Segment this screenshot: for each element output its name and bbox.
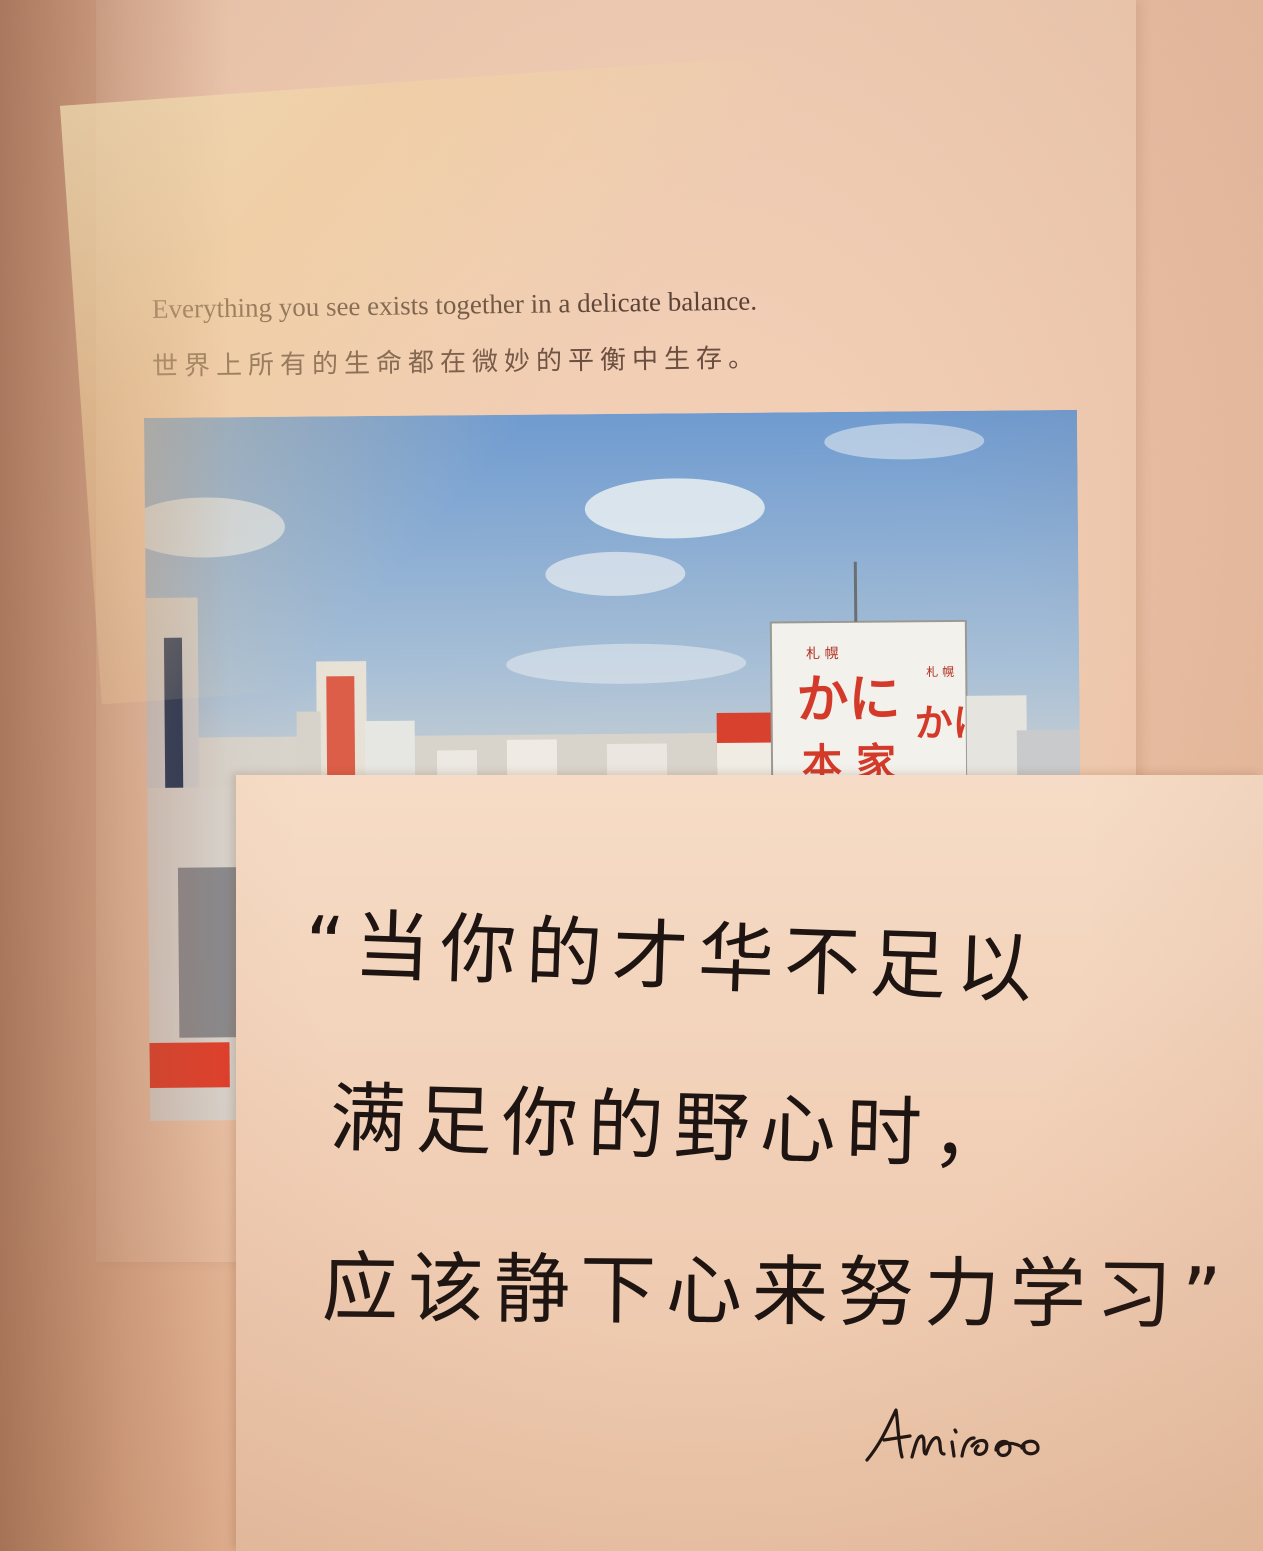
building-lower: [716, 742, 778, 784]
handwritten-line-2: 满足你的野心时，: [328, 1073, 1019, 1180]
building: [364, 720, 416, 787]
building: [296, 711, 322, 787]
sign-left-big: かに: [796, 669, 901, 730]
cloud: [824, 423, 985, 460]
building: [966, 695, 1028, 781]
note-card: [236, 775, 1263, 1551]
sign-tower-banner: [326, 676, 356, 777]
handwritten-line-3: 应该静下心来努力学习”: [321, 1243, 1232, 1340]
antenna: [853, 561, 858, 622]
sign-right-small: 札 幌: [926, 664, 954, 679]
signature-graphic: [865, 1408, 1040, 1462]
building: [506, 739, 558, 785]
signature: [862, 1402, 1052, 1476]
left-shadow: [0, 0, 230, 1551]
sign-left-small: 札 幌: [806, 646, 839, 662]
building: [1016, 729, 1081, 781]
building: [606, 743, 668, 784]
